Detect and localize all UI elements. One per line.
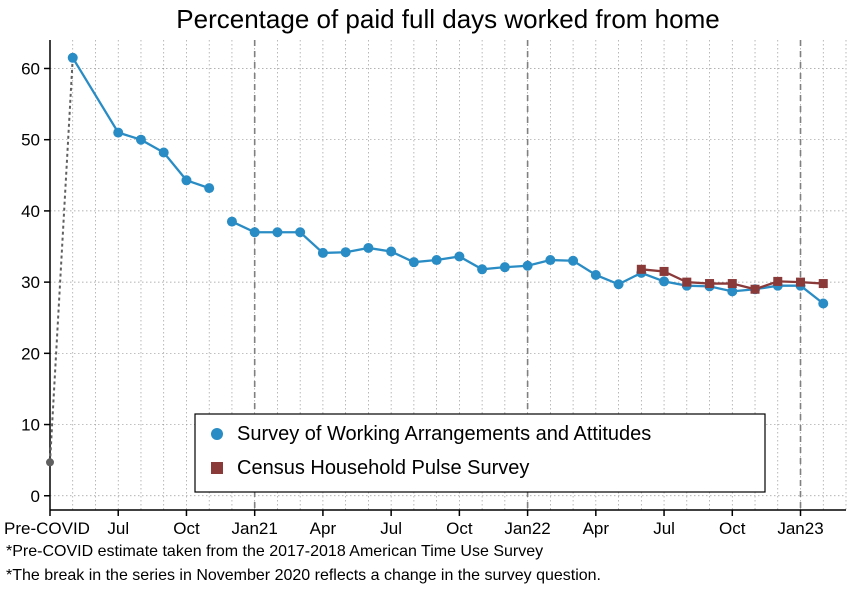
- swaa-marker: [295, 227, 305, 237]
- x-tick-label: Jan21: [232, 519, 278, 538]
- swaa-marker: [341, 247, 351, 257]
- swaa-marker: [272, 227, 282, 237]
- chart-title: Percentage of paid full days worked from…: [176, 4, 719, 34]
- swaa-marker: [454, 251, 464, 261]
- x-tick-label: Jul: [380, 519, 402, 538]
- y-tick-label: 40: [21, 202, 40, 221]
- x-tick-label: Apr: [583, 519, 610, 538]
- x-tick-label: Jul: [107, 519, 129, 538]
- census-marker: [637, 265, 646, 274]
- swaa-marker: [113, 128, 123, 138]
- census-marker: [773, 277, 782, 286]
- swaa-marker: [477, 264, 487, 274]
- swaa-marker: [363, 243, 373, 253]
- y-tick-label: 30: [21, 273, 40, 292]
- y-tick-label: 10: [21, 416, 40, 435]
- swaa-marker: [545, 255, 555, 265]
- swaa-marker: [818, 298, 828, 308]
- swaa-marker: [68, 53, 78, 63]
- legend-label: Census Household Pulse Survey: [237, 457, 529, 479]
- swaa-marker: [500, 262, 510, 272]
- y-tick-label: 0: [31, 487, 40, 506]
- swaa-marker: [432, 255, 442, 265]
- y-tick-label: 20: [21, 344, 40, 363]
- x-tick-label: Oct: [446, 519, 473, 538]
- census-marker: [682, 278, 691, 287]
- precovid-point: [46, 458, 54, 466]
- y-tick-label: 50: [21, 131, 40, 150]
- x-tick-label: Jan22: [504, 519, 550, 538]
- legend-marker: [211, 462, 223, 474]
- x-tick-label: Oct: [719, 519, 746, 538]
- x-tick-label: Pre-COVID: [4, 519, 90, 538]
- swaa-marker: [159, 148, 169, 158]
- x-tick-label: Jan23: [777, 519, 823, 538]
- swaa-marker: [568, 256, 578, 266]
- footnote: *The break in the series in November 202…: [6, 567, 601, 584]
- swaa-marker: [386, 247, 396, 257]
- census-marker: [660, 267, 669, 276]
- swaa-marker: [204, 183, 214, 193]
- chart-container: Percentage of paid full days worked from…: [0, 0, 856, 593]
- swaa-marker: [227, 217, 237, 227]
- swaa-marker: [250, 227, 260, 237]
- x-tick-label: Apr: [310, 519, 337, 538]
- swaa-marker: [591, 270, 601, 280]
- legend-marker: [211, 428, 223, 440]
- swaa-marker: [136, 135, 146, 145]
- x-tick-label: Oct: [173, 519, 200, 538]
- y-tick-label: 60: [21, 59, 40, 78]
- legend-label: Survey of Working Arrangements and Attit…: [237, 423, 651, 445]
- swaa-marker: [659, 276, 669, 286]
- census-marker: [705, 279, 714, 288]
- swaa-marker: [614, 279, 624, 289]
- chart-svg: Percentage of paid full days worked from…: [0, 0, 856, 593]
- swaa-marker: [409, 257, 419, 267]
- swaa-marker: [523, 261, 533, 271]
- swaa-marker: [181, 175, 191, 185]
- x-tick-label: Jul: [653, 519, 675, 538]
- swaa-marker: [318, 248, 328, 258]
- census-marker: [751, 285, 760, 294]
- census-marker: [796, 278, 805, 287]
- census-marker: [819, 279, 828, 288]
- footnote: *Pre-COVID estimate taken from the 2017-…: [6, 543, 543, 560]
- census-marker: [728, 279, 737, 288]
